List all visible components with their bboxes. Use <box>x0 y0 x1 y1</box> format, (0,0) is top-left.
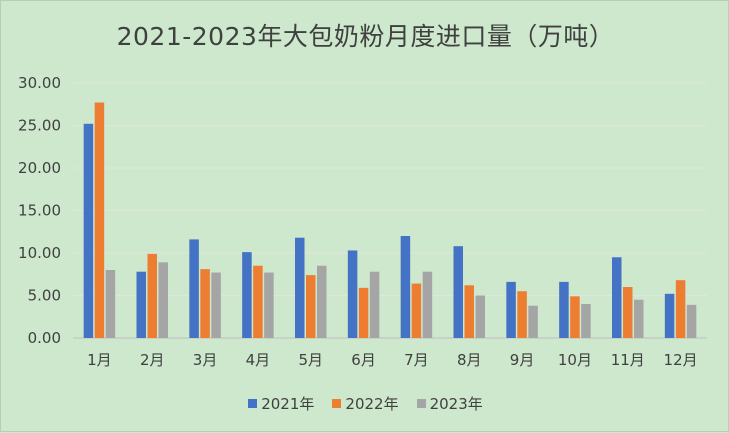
legend-label: 2021年 <box>261 395 315 413</box>
bar-2023年-8月 <box>475 295 485 338</box>
bar-2022年-9月 <box>517 291 527 338</box>
bar-2023年-7月 <box>422 271 433 338</box>
bar-2021年-3月 <box>189 239 199 338</box>
bar-2022年-8月 <box>464 285 474 338</box>
x-tick-label: 11月 <box>611 351 645 369</box>
bar-2023年-1月 <box>105 270 116 338</box>
y-tick-label: 5.00 <box>28 287 61 305</box>
bar-2023年-11月 <box>634 299 644 338</box>
x-tick-label: 12月 <box>664 351 698 369</box>
bar-2021年-8月 <box>453 246 463 338</box>
x-tick-label: 6月 <box>351 351 376 369</box>
bar-2021年-4月 <box>242 252 252 338</box>
bar-2021年-10月 <box>559 281 569 338</box>
legend-label: 2023年 <box>429 395 483 413</box>
bar-2022年-7月 <box>411 283 422 338</box>
legend-label: 2022年 <box>345 395 399 413</box>
bar-2021年-9月 <box>506 281 516 338</box>
x-tick-label: 1月 <box>87 351 112 369</box>
y-tick-label: 25.00 <box>18 117 61 135</box>
bar-2022年-6月 <box>358 287 369 338</box>
bar-2023年-6月 <box>369 271 380 338</box>
bar-2023年-9月 <box>528 305 538 338</box>
bar-2021年-11月 <box>612 257 622 338</box>
x-tick-label: 8月 <box>457 351 482 369</box>
legend-swatch <box>332 399 342 408</box>
legend-swatch <box>416 399 426 408</box>
bar-2021年-12月 <box>664 293 675 338</box>
bar-2023年-4月 <box>264 272 274 338</box>
x-tick-label: 5月 <box>298 351 323 369</box>
y-tick-label: 30.00 <box>18 74 61 92</box>
legend-swatch <box>248 399 258 408</box>
bar-2022年-5月 <box>306 275 316 338</box>
chart-title: 2021-2023年大包奶粉月度进口量（万吨） <box>116 22 615 51</box>
legend-item: 2023年 <box>416 393 483 414</box>
y-tick-label: 0.00 <box>28 329 61 347</box>
legend-item: 2022年 <box>332 393 399 414</box>
bar-2022年-10月 <box>570 296 580 338</box>
bar-2022年-12月 <box>675 280 686 338</box>
bar-2021年-1月 <box>83 123 94 338</box>
legend-item: 2021年 <box>248 393 314 414</box>
bar-2022年-1月 <box>94 102 105 338</box>
bar-2022年-2月 <box>147 253 157 338</box>
bar-2022年-3月 <box>200 269 210 338</box>
x-tick-label: 4月 <box>246 351 271 369</box>
x-tick-label: 3月 <box>193 351 218 369</box>
bar-2023年-2月 <box>158 262 168 338</box>
bar-2021年-5月 <box>295 237 305 338</box>
bar-2021年-2月 <box>136 271 146 338</box>
y-tick-label: 20.00 <box>18 159 61 177</box>
x-tick-label: 7月 <box>404 351 429 369</box>
y-tick-label: 10.00 <box>18 244 61 262</box>
bar-2021年-6月 <box>347 250 358 338</box>
bar-2021年-7月 <box>400 236 411 338</box>
bar-2022年-11月 <box>623 287 633 338</box>
legend: 2021年 2022年 2023年 <box>1 393 729 414</box>
x-tick-label: 2月 <box>140 351 165 369</box>
x-tick-label: 9月 <box>510 351 535 369</box>
bar-2023年-3月 <box>211 272 221 338</box>
y-tick-label: 15.00 <box>18 202 61 220</box>
bar-2022年-4月 <box>253 265 263 338</box>
bar-2023年-10月 <box>581 304 591 338</box>
bar-2023年-5月 <box>317 265 327 338</box>
bar-2023年-12月 <box>686 304 697 338</box>
x-tick-label: 10月 <box>558 351 592 369</box>
